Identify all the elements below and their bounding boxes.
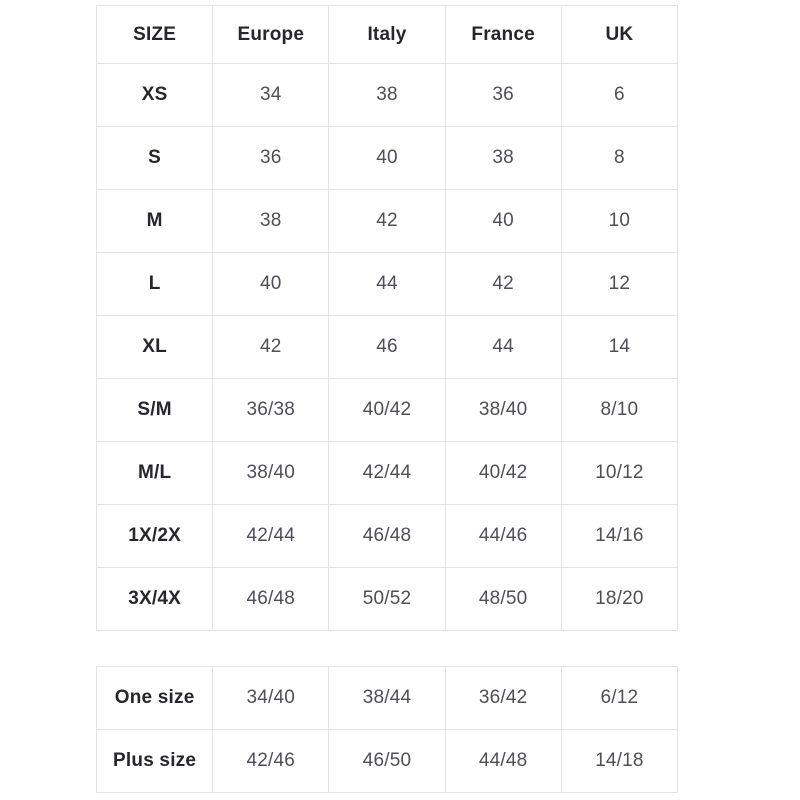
size-value-cell: 44/46 <box>444 504 562 568</box>
size-value-cell: 50/52 <box>328 567 446 631</box>
size-label-cell: 3X/4X <box>95 567 214 631</box>
size-value-cell: 42 <box>444 252 562 316</box>
size-label-cell: S/M <box>95 378 214 442</box>
size-value-cell: 34/40 <box>212 666 330 730</box>
size-value-cell: 12 <box>560 252 679 316</box>
size-value-cell: 42/44 <box>212 504 330 568</box>
table-row: 1X/2X 42/44 46/48 44/46 14/16 <box>95 504 679 568</box>
size-value-cell: 38/44 <box>328 666 446 730</box>
size-value-cell: 40 <box>444 189 562 253</box>
size-value-cell: 14/18 <box>560 729 679 793</box>
table-row: XL 42 46 44 14 <box>95 315 679 379</box>
size-value-cell: 10/12 <box>560 441 679 505</box>
size-value-cell: 46/48 <box>328 504 446 568</box>
size-value-cell: 44 <box>328 252 446 316</box>
size-label-cell: M <box>95 189 214 253</box>
header-row: SIZE Europe Italy France UK <box>95 5 679 64</box>
size-value-cell: 34 <box>212 63 330 127</box>
size-value-cell: 46 <box>328 315 446 379</box>
size-label-cell: XL <box>95 315 214 379</box>
size-label-cell: One size <box>95 666 214 730</box>
size-label-cell: M/L <box>95 441 214 505</box>
main-size-table: SIZE Europe Italy France UK XS 34 38 36 6 S 36 40 38… <box>95 5 679 631</box>
table-row: M 38 42 40 10 <box>95 189 679 253</box>
size-value-cell: 40/42 <box>328 378 446 442</box>
table-row: Plus size 42/46 46/50 44/48 14/18 <box>95 729 679 793</box>
main-table-head: SIZE Europe Italy France UK <box>95 5 679 64</box>
size-value-cell: 14 <box>560 315 679 379</box>
table-row: 3X/4X 46/48 50/52 48/50 18/20 <box>95 567 679 631</box>
size-value-cell: 36/38 <box>212 378 330 442</box>
size-label-cell: L <box>95 252 214 316</box>
size-value-cell: 18/20 <box>560 567 679 631</box>
size-value-cell: 40 <box>328 126 446 190</box>
size-value-cell: 38 <box>444 126 562 190</box>
main-table-body: XS 34 38 36 6 S 36 40 38 8 M 38 42 40 10 L 40 44 42 12 XL 42 4… <box>95 63 679 631</box>
table-row: One size 34/40 38/44 36/42 6/12 <box>95 666 679 730</box>
size-value-cell: 8 <box>560 126 679 190</box>
size-value-cell: 40/42 <box>444 441 562 505</box>
size-value-cell: 42 <box>328 189 446 253</box>
size-label-cell: S <box>95 126 214 190</box>
size-value-cell: 14/16 <box>560 504 679 568</box>
size-value-cell: 8/10 <box>560 378 679 442</box>
region-column-header: Europe <box>212 5 330 64</box>
size-label-cell: XS <box>95 63 214 127</box>
size-value-cell: 6 <box>560 63 679 127</box>
size-value-cell: 44 <box>444 315 562 379</box>
table-row: XS 34 38 36 6 <box>95 63 679 127</box>
size-value-cell: 38/40 <box>212 441 330 505</box>
size-value-cell: 44/48 <box>444 729 562 793</box>
secondary-table-body: One size 34/40 38/44 36/42 6/12 Plus size 42/4… <box>95 666 679 793</box>
region-column-header: UK <box>560 5 679 64</box>
size-label-cell: Plus size <box>95 729 214 793</box>
size-value-cell: 46/48 <box>212 567 330 631</box>
size-value-cell: 38 <box>212 189 330 253</box>
size-value-cell: 40 <box>212 252 330 316</box>
size-value-cell: 42/44 <box>328 441 446 505</box>
table-row: S/M 36/38 40/42 38/40 8/10 <box>95 378 679 442</box>
table-row: L 40 44 42 12 <box>95 252 679 316</box>
table-row: M/L 38/40 42/44 40/42 10/12 <box>95 441 679 505</box>
region-column-header: Italy <box>328 5 446 64</box>
table-row: S 36 40 38 8 <box>95 126 679 190</box>
size-value-cell: 42/46 <box>212 729 330 793</box>
size-value-cell: 10 <box>560 189 679 253</box>
size-column-header: SIZE <box>95 5 214 64</box>
size-label-cell: 1X/2X <box>95 504 214 568</box>
size-value-cell: 6/12 <box>560 666 679 730</box>
secondary-size-table: One size 34/40 38/44 36/42 6/12 Plus size 42/4… <box>95 666 679 793</box>
size-value-cell: 36 <box>212 126 330 190</box>
size-value-cell: 42 <box>212 315 330 379</box>
region-column-header: France <box>444 5 562 64</box>
size-value-cell: 36 <box>444 63 562 127</box>
size-value-cell: 48/50 <box>444 567 562 631</box>
size-value-cell: 46/50 <box>328 729 446 793</box>
size-value-cell: 38 <box>328 63 446 127</box>
size-value-cell: 36/42 <box>444 666 562 730</box>
size-value-cell: 38/40 <box>444 378 562 442</box>
